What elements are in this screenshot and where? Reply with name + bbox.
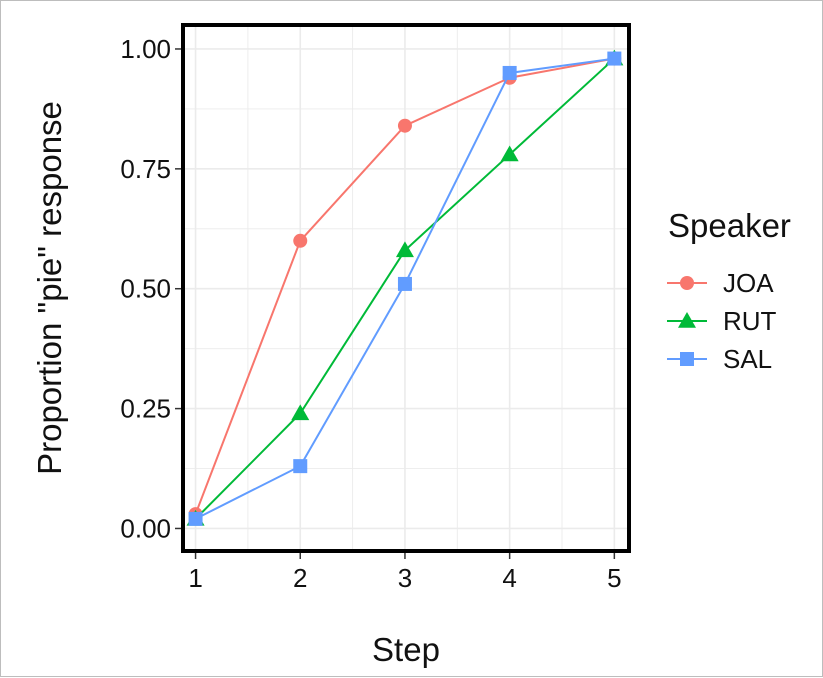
legend-label: JOA: [723, 268, 774, 298]
legend-key-marker: [680, 276, 694, 290]
data-point-rut: [395, 241, 414, 258]
y-tick-label: 0.75: [120, 154, 171, 184]
data-point-rut: [291, 404, 310, 421]
y-tick-label: 1.00: [120, 34, 171, 64]
data-point-sal: [607, 51, 622, 66]
x-tick-label: 5: [607, 563, 621, 593]
legend-label: RUT: [723, 306, 777, 336]
x-tick-label: 1: [188, 563, 202, 593]
data-point-joa: [397, 118, 412, 133]
x-tick-label: 3: [398, 563, 412, 593]
x-tick-label: 2: [293, 563, 307, 593]
y-tick-label: 0.50: [120, 274, 171, 304]
data-point-joa: [293, 233, 308, 248]
y-axis-title: Proportion "pie" response: [31, 101, 68, 475]
x-axis-title: Step: [372, 631, 440, 668]
legend-item-joa: JOA: [667, 268, 774, 298]
data-point-sal: [502, 65, 517, 80]
legend-items: JOA RUT SAL: [667, 268, 777, 374]
series-layer: [186, 49, 624, 526]
legend-label: SAL: [723, 344, 772, 374]
data-point-sal: [293, 459, 308, 474]
legend: Speaker JOA RUT SAL: [667, 207, 791, 374]
legend-item-sal: SAL: [667, 344, 772, 374]
x-tick-label: 4: [502, 563, 516, 593]
data-point-rut: [500, 145, 519, 162]
series-sal: [188, 51, 622, 526]
legend-key-marker: [680, 352, 694, 366]
axes: 1 2 3 4 5 0.00 0.25 0.50 0.75 1.00: [120, 34, 621, 593]
legend-item-rut: RUT: [667, 306, 777, 336]
y-tick-label: 0.25: [120, 394, 171, 424]
legend-key-marker: [678, 312, 696, 328]
data-point-sal: [188, 511, 203, 526]
legend-title: Speaker: [668, 207, 791, 244]
panel-border: [181, 23, 631, 553]
data-point-sal: [397, 276, 412, 291]
y-tick-label: 0.00: [120, 513, 171, 543]
